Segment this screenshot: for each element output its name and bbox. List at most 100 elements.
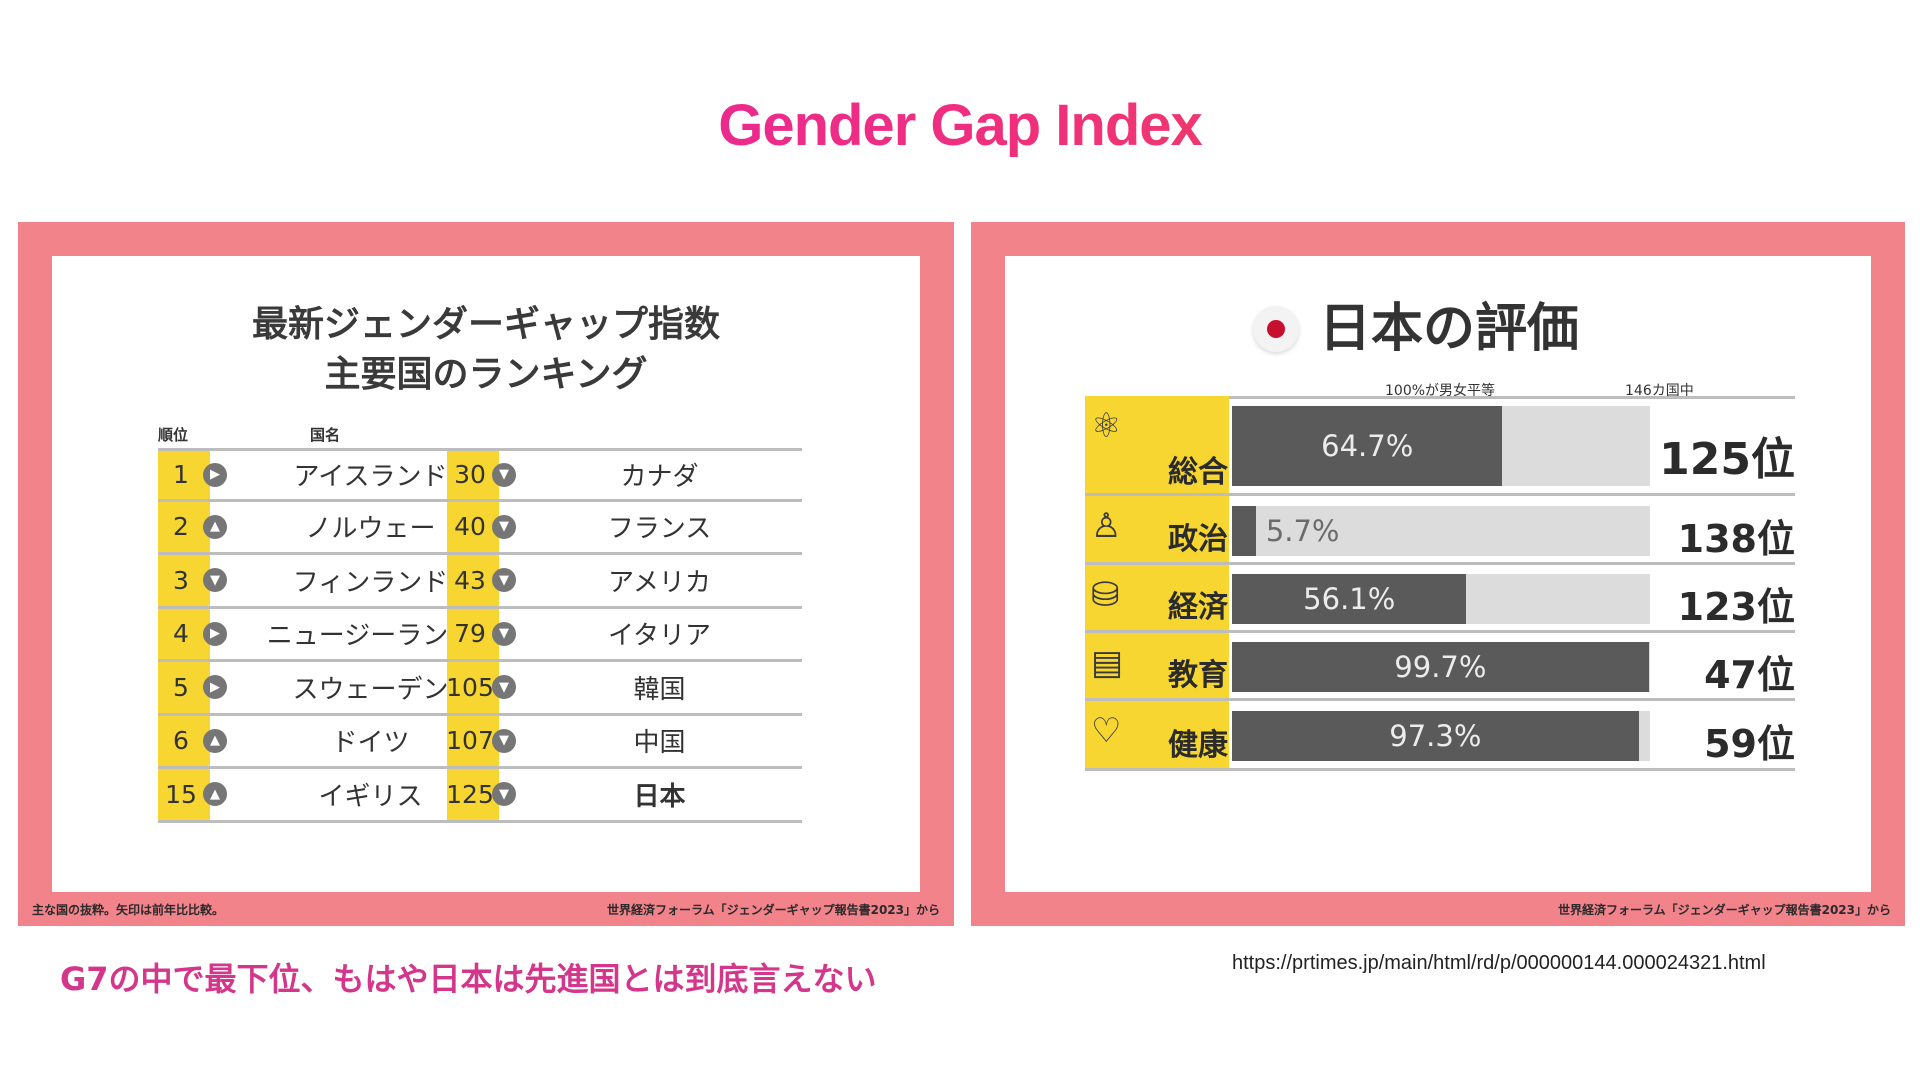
category-band bbox=[1085, 701, 1229, 768]
bar-track: 5.7% bbox=[1232, 505, 1650, 556]
rank-highlight bbox=[158, 451, 210, 499]
ranking-title-line1: 最新ジェンダーギャップ指数 bbox=[251, 304, 720, 345]
money-icon: ⛁ bbox=[1091, 575, 1120, 615]
rank-highlight bbox=[447, 769, 499, 820]
category-band bbox=[1085, 496, 1229, 562]
score-row: ▤ 教育 99.7% 47位 bbox=[1085, 633, 1795, 701]
country-name: イギリス bbox=[318, 781, 423, 812]
rank-number: 107 bbox=[446, 726, 494, 756]
ranking-title-line2: 主要国のランキング bbox=[324, 354, 648, 395]
rank-highlight bbox=[158, 501, 210, 552]
rank-label: 59位 bbox=[1704, 722, 1795, 766]
country-name: アメリカ bbox=[608, 567, 711, 598]
rank-number: 4 bbox=[173, 619, 189, 649]
book-icon: ▤ bbox=[1091, 643, 1124, 683]
ranking-row: 105 ▼ 韓国 bbox=[446, 662, 802, 716]
rank-label: 123位 bbox=[1677, 585, 1795, 629]
rank-number: 79 bbox=[454, 619, 486, 649]
rank-highlight bbox=[158, 555, 210, 606]
rank-number: 125 bbox=[446, 779, 494, 809]
trend-right-icon: ▶ bbox=[203, 621, 227, 646]
category-band bbox=[1085, 565, 1229, 630]
ranking-row: 4 ▶ ニュージーランド bbox=[158, 608, 513, 662]
slide-title: Gender Gap Index bbox=[0, 92, 1920, 159]
ranking-row: 30 ▼ カナダ bbox=[447, 448, 802, 502]
bar-fill bbox=[1232, 711, 1639, 761]
bar-track: 56.1% bbox=[1232, 574, 1650, 624]
caption: G7の中で最下位、もはや日本は先進国とは到底言えない bbox=[60, 960, 877, 998]
rank-number: 1 bbox=[173, 460, 189, 490]
rank-highlight bbox=[447, 608, 499, 659]
category-band bbox=[1085, 633, 1229, 698]
rank-highlight bbox=[158, 769, 210, 820]
bar-fill bbox=[1232, 574, 1467, 624]
ranking-table-left: 1 ▶ アイスランド 2 ▲ ノルウェー 3 ▼ フィンランド 4 ▶ ニュージーランド 5 ▶ スウェーデ… bbox=[158, 448, 513, 823]
source-url: https://prtimes.jp/main/html/rd/p/000000… bbox=[1232, 952, 1766, 974]
ranking-row: 3 ▼ フィンランド bbox=[158, 555, 513, 609]
country-name: ノルウェー bbox=[305, 514, 436, 545]
bar-header: 100%が男女平等 bbox=[1385, 383, 1496, 399]
trend-right-icon: ▶ bbox=[203, 462, 227, 487]
ranking-card: 最新ジェンダーギャップ指数 主要国のランキング 順位 国名 1 ▶ アイスランド 2 ▲… bbox=[52, 256, 920, 892]
trend-right-icon: ▶ bbox=[203, 675, 227, 700]
ranking-table-right: 30 ▼ カナダ 40 ▼ フランス 43 ▼ アメリカ 79 ▼ イタリア 105 ▼ 韓国 107 ▼ 中国 1… bbox=[446, 448, 802, 823]
rank-number: 5 bbox=[173, 672, 189, 702]
ranking-row: 125 ▼ 日本 bbox=[446, 769, 802, 823]
category-label: 健康 bbox=[1168, 728, 1228, 763]
score-row: ♙ 政治 5.7% 138位 bbox=[1085, 496, 1795, 565]
bar-track: 64.7% bbox=[1232, 406, 1650, 486]
heart-icon: ♡ bbox=[1091, 711, 1122, 751]
rank-number: 15 bbox=[165, 779, 197, 809]
category-label: 教育 bbox=[1168, 658, 1228, 693]
rank-highlight bbox=[447, 715, 499, 766]
trend-down-icon: ▼ bbox=[203, 568, 227, 593]
country-name: スウェーデン bbox=[292, 674, 449, 705]
ranking-row: 79 ▼ イタリア bbox=[447, 608, 802, 662]
podium-icon: ♙ bbox=[1091, 506, 1122, 546]
rank-highlight bbox=[158, 715, 210, 766]
rank-number: 2 bbox=[173, 512, 189, 542]
rank-number: 6 bbox=[173, 726, 189, 756]
bar-fill bbox=[1232, 505, 1256, 556]
rank-number: 43 bbox=[454, 565, 486, 595]
country-name: 中国 bbox=[633, 728, 686, 759]
country-name: イタリア bbox=[608, 621, 711, 652]
ranking-source: 世界経済フォーラム「ジェンダーギャップ報告書2023」から bbox=[606, 903, 940, 917]
trend-up-icon: ▲ bbox=[203, 728, 227, 753]
trend-down-icon: ▼ bbox=[492, 728, 516, 753]
rank-label: 47位 bbox=[1704, 653, 1795, 697]
trend-down-icon: ▼ bbox=[492, 675, 516, 700]
country-column-header: 国名 bbox=[310, 426, 341, 444]
bar-value-label: 64.7% bbox=[1321, 429, 1414, 463]
country-name: フランス bbox=[607, 514, 712, 545]
rank-header: 146カ国中 bbox=[1625, 383, 1694, 399]
rank-number: 105 bbox=[446, 672, 494, 702]
ranking-row: 43 ▼ アメリカ bbox=[447, 555, 802, 609]
score-row: ⚛ 総合 64.7% 125位 bbox=[1085, 396, 1795, 496]
score-row: ⛁ 経済 56.1% 123位 bbox=[1085, 565, 1795, 633]
country-name: フィンランド bbox=[292, 567, 449, 598]
ranking-row: 2 ▲ ノルウェー bbox=[158, 501, 513, 555]
rank-number: 30 bbox=[454, 460, 486, 490]
trend-down-icon: ▼ bbox=[492, 621, 516, 646]
bar-fill bbox=[1232, 642, 1649, 692]
score-row: ♡ 健康 97.3% 59位 bbox=[1085, 701, 1795, 771]
japan-flag-dot bbox=[1267, 320, 1285, 338]
japan-panel: 日本の評価 100%が男女平等 146カ国中 ⚛ 総合 64.7% 125位 ♙ 政治 5.… bbox=[971, 222, 1905, 926]
japan-title: 日本の評価 bbox=[1319, 299, 1580, 359]
japan-source: 世界経済フォーラム「ジェンダーギャップ報告書2023」から bbox=[1557, 903, 1891, 917]
bar-track: 99.7% bbox=[1232, 642, 1650, 692]
ranking-row: 5 ▶ スウェーデン bbox=[158, 662, 513, 716]
ranking-panel: 最新ジェンダーギャップ指数 主要国のランキング 順位 国名 1 ▶ アイスランド 2 ▲… bbox=[18, 222, 954, 926]
rank-highlight bbox=[447, 555, 499, 606]
bar-fill bbox=[1232, 406, 1503, 486]
rank-number: 3 bbox=[173, 565, 189, 595]
ranking-row: 40 ▼ フランス bbox=[447, 501, 802, 555]
trend-down-icon: ▼ bbox=[492, 462, 516, 487]
rank-highlight bbox=[158, 662, 210, 713]
ranking-row: 107 ▼ 中国 bbox=[446, 715, 802, 769]
chart-top-rule bbox=[1085, 396, 1795, 399]
rank-column-header: 順位 bbox=[158, 426, 189, 444]
japan-card: 日本の評価 100%が男女平等 146カ国中 ⚛ 総合 64.7% 125位 ♙ 政治 5.… bbox=[1005, 256, 1871, 892]
category-label: 経済 bbox=[1168, 590, 1228, 625]
